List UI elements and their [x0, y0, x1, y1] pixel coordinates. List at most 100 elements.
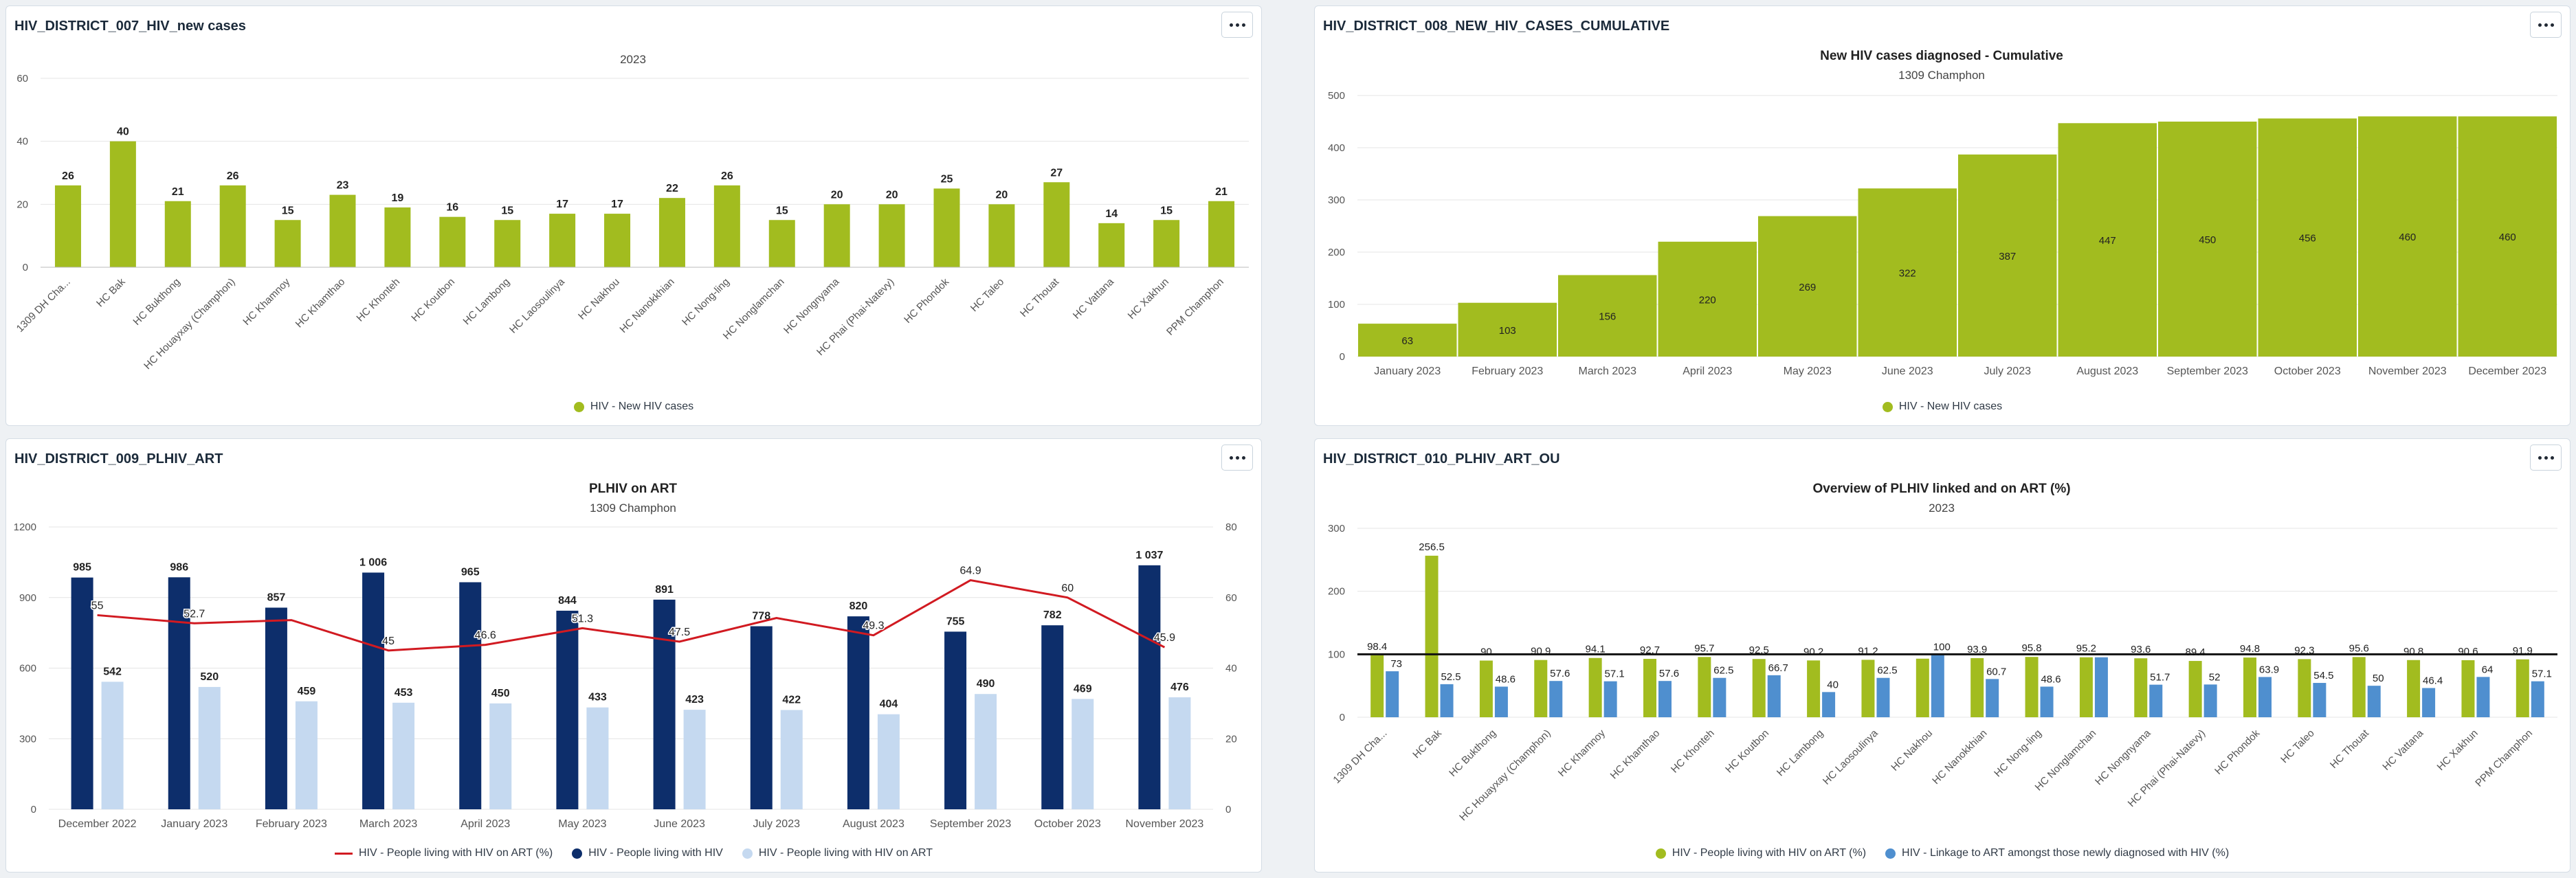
more-horizontal-icon	[2538, 455, 2542, 460]
more-options-button[interactable]	[2530, 444, 2562, 471]
x-tick-label: October 2023	[2274, 365, 2341, 377]
data-label: 778	[752, 611, 770, 622]
bar	[1698, 657, 1711, 717]
bar	[1861, 660, 1875, 717]
more-options-button[interactable]	[1221, 444, 1253, 471]
more-options-button[interactable]	[1221, 12, 1253, 38]
x-tick-label: HC Thouat	[2328, 727, 2372, 771]
data-label: 15	[776, 205, 788, 216]
x-tick-label: PPM Champhon	[1164, 276, 1226, 338]
bar	[362, 572, 385, 809]
bar	[1458, 302, 1557, 357]
dot	[1235, 455, 1239, 460]
bar	[2058, 123, 2157, 357]
bar	[489, 703, 512, 809]
x-tick-label: 1309 DH Cha...	[1331, 728, 1389, 786]
legend-item[interactable]: HIV - People living with HIV on ART	[742, 847, 933, 859]
bar	[2094, 657, 2108, 717]
series-line	[97, 579, 1166, 652]
data-label: 95.6	[2349, 642, 2369, 654]
y-tick-label: 80	[1225, 521, 1237, 533]
bar	[1931, 654, 1944, 717]
chart-subtitle: 2023	[1929, 502, 1955, 515]
bar	[780, 710, 803, 809]
x-tick-label: HC Nongnyama	[781, 275, 842, 336]
data-label: 20	[831, 189, 843, 201]
legend-item[interactable]: HIV - New HIV cases	[1882, 401, 2002, 413]
x-tick-label: HC Thouat	[1018, 275, 1062, 319]
legend-swatch	[1885, 848, 1896, 859]
data-label: 450	[2199, 234, 2216, 246]
bar	[556, 610, 579, 809]
data-label: 460	[2499, 232, 2516, 243]
bar	[2358, 116, 2457, 357]
x-tick-label: May 2023	[1784, 365, 1832, 377]
chart-card-plhiv-art-ou: HIV_DISTRICT_010_PLHIV_ART_OU Overview o…	[1314, 438, 2571, 873]
bar	[604, 214, 631, 267]
bar	[2313, 683, 2327, 717]
bar	[1440, 684, 1454, 717]
legend-swatch	[1655, 848, 1666, 859]
bar	[1558, 275, 1657, 357]
more-options-button[interactable]	[2530, 12, 2562, 38]
data-label: 755	[946, 616, 965, 627]
x-tick-label: HC Koutbon	[409, 276, 457, 324]
bar	[1858, 188, 1957, 357]
data-label: 25	[941, 173, 953, 185]
x-tick-label: November 2023	[1125, 818, 1203, 830]
y-tick-label: 20	[1225, 733, 1237, 745]
y-tick-label: 200	[1328, 247, 1345, 258]
data-label: 48.6	[1496, 673, 1515, 685]
bar	[1549, 681, 1563, 717]
x-tick-label: October 2023	[1034, 818, 1101, 830]
bar	[975, 694, 997, 809]
data-label: 89.4	[2186, 646, 2206, 658]
bar	[823, 204, 850, 267]
x-tick-label: HC Nonglamchan	[2033, 728, 2099, 793]
bar	[2079, 657, 2093, 717]
chart-legend: HIV - New HIV cases	[6, 401, 1261, 413]
bar	[2352, 657, 2366, 717]
chart-subtitle: 1309 Champhon	[1898, 69, 1985, 82]
bar	[265, 607, 287, 809]
data-label: 22	[666, 183, 678, 194]
bar	[878, 204, 905, 267]
legend-item[interactable]: HIV - New HIV cases	[573, 401, 693, 413]
bar	[459, 582, 482, 809]
x-tick-label: HC Xakhun	[2435, 728, 2480, 773]
more-horizontal-icon	[1229, 23, 1233, 27]
y-tick-label: 60	[16, 73, 28, 85]
chart-legend: HIV - People living with HIV on ART (%) …	[1315, 847, 2570, 859]
chart-subtitle: 2023	[620, 53, 646, 66]
line-data-label: 49.3	[863, 620, 884, 632]
data-label: 51.7	[2150, 672, 2170, 684]
legend-item[interactable]: HIV - Linkage to ART amongst those newly…	[1885, 847, 2229, 859]
bar	[384, 207, 411, 267]
x-tick-label: HC Houayxay (Champhon)	[142, 276, 237, 372]
bar	[1168, 697, 1191, 809]
data-label: 66.7	[1768, 662, 1788, 674]
legend-item[interactable]: HIV - People living with HIV	[572, 847, 723, 859]
y-tick-label: 100	[1328, 649, 1345, 660]
data-label: 95.8	[2021, 642, 2041, 654]
legend-item[interactable]: HIV - People living with HIV on ART (%)	[335, 847, 553, 859]
line-data-label: 52.7	[184, 608, 205, 620]
x-tick-label: HC Nong-ling	[680, 276, 732, 328]
bar	[101, 682, 124, 809]
bar	[1822, 692, 1836, 717]
x-tick-label: January 2023	[161, 818, 227, 830]
x-tick-label: HC Khamthao	[293, 276, 348, 330]
bar	[653, 599, 676, 809]
legend-item[interactable]: HIV - People living with HIV on ART (%)	[1655, 847, 1866, 859]
data-label: 92.7	[1640, 644, 1660, 656]
bar	[1386, 671, 1399, 717]
x-tick-label: HC Taleo	[968, 276, 1006, 314]
x-tick-label: HC Vattana	[1071, 275, 1117, 322]
bar	[274, 220, 301, 267]
x-tick-label: January 2023	[1374, 365, 1441, 377]
x-tick-label: HC Taleo	[2278, 728, 2316, 765]
plhiv-art-combo-chart: PLHIV on ART 1309 Champhon 0 300 600 900 1200 0…	[14, 482, 1237, 830]
bar	[1208, 201, 1235, 267]
x-tick-label: HC Bak	[1410, 727, 1444, 761]
